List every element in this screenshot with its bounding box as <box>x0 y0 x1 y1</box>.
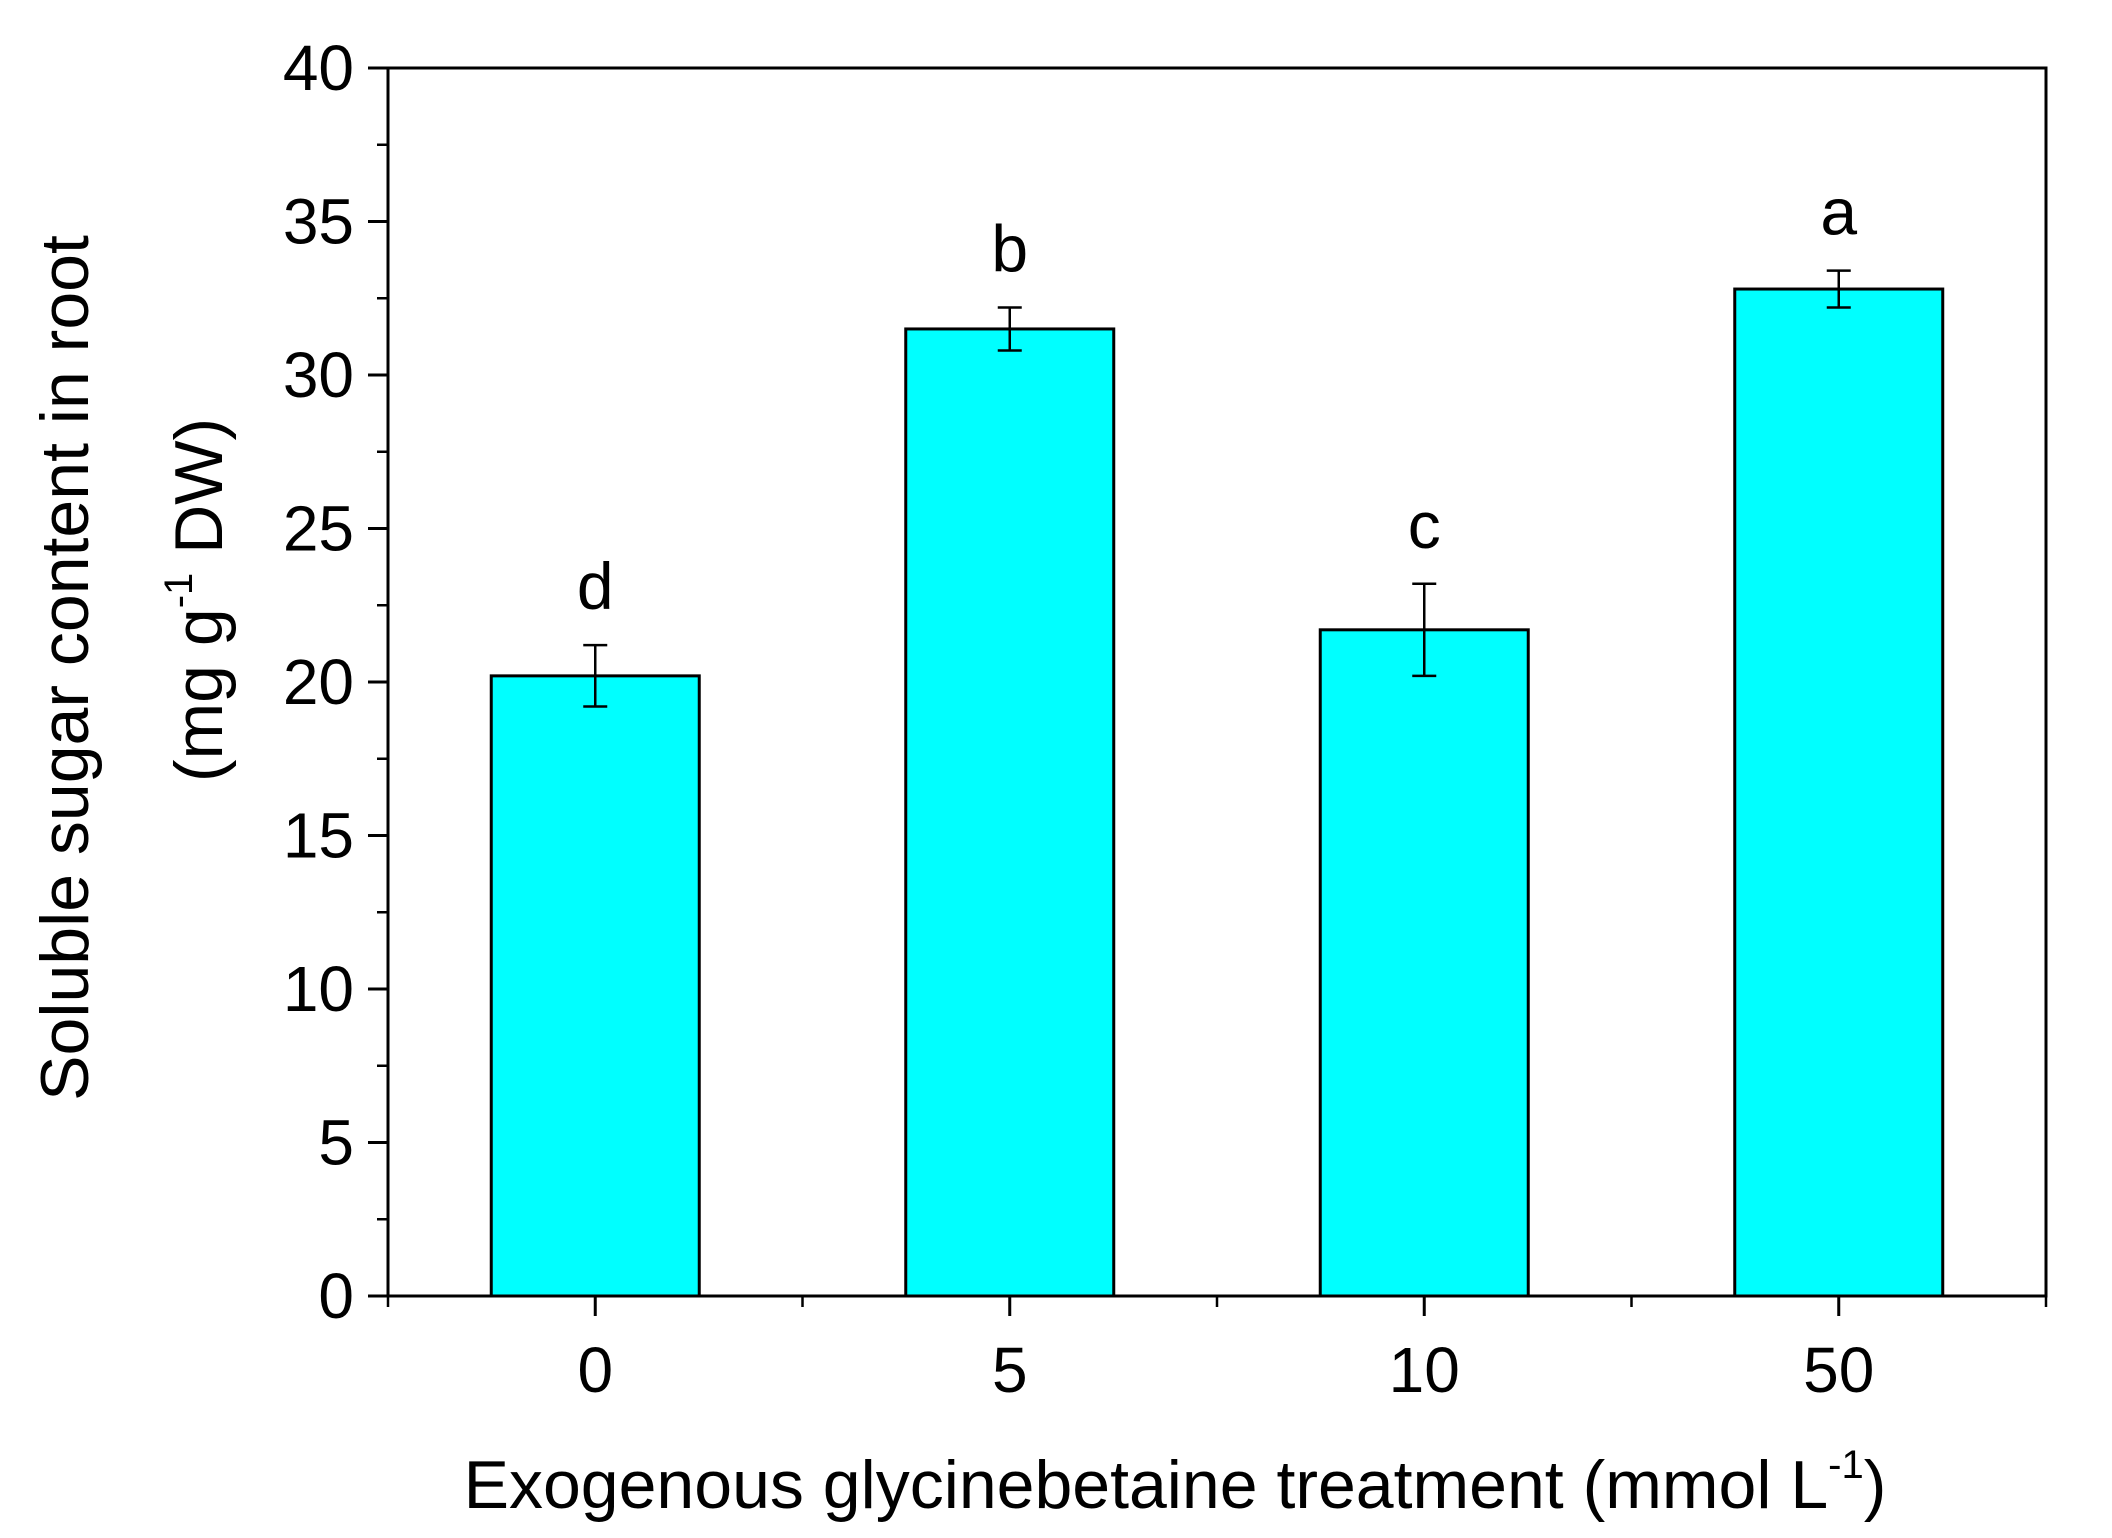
y-tick-label-40: 40 <box>283 32 354 104</box>
x-tick-label-10: 10 <box>1389 1334 1460 1406</box>
x-tick-label-0: 0 <box>577 1334 613 1406</box>
x-tick-label-50: 50 <box>1803 1334 1874 1406</box>
y-axis-title-line1: Soluble sugar content in root <box>27 235 103 1101</box>
y-tick-label-25: 25 <box>283 493 354 565</box>
y-axis-title-line2: (mg g-1 DW) <box>157 418 237 782</box>
bar-5 <box>904 327 1116 1298</box>
significance-letter-50: a <box>1820 175 1857 249</box>
bar-0 <box>489 674 701 1298</box>
y-tick-label-15: 15 <box>283 800 354 872</box>
axes-layer: 0 5 10 50 0 5 10 15 20 25 30 35 40 <box>283 32 2048 1406</box>
error-bar-10 <box>1412 582 1437 678</box>
significance-letter-0: d <box>577 549 614 623</box>
y-tick-label-30: 30 <box>283 339 354 411</box>
error-bar-5 <box>997 306 1022 352</box>
bar-50 <box>1733 287 1945 1298</box>
significance-letters-layer: d b c a <box>577 175 1858 624</box>
error-bars-layer <box>583 269 1851 708</box>
y-tick-label-20: 20 <box>283 646 354 718</box>
error-bar-0 <box>583 643 608 708</box>
x-axis-title: Exogenous glycinebetaine treatment (mmol… <box>464 1443 1887 1523</box>
y-tick-label-0: 0 <box>318 1260 354 1332</box>
bars-layer <box>489 287 1945 1298</box>
y-tick-label-10: 10 <box>283 953 354 1025</box>
error-bar-50 <box>1826 269 1851 309</box>
y-tick-label-35: 35 <box>283 186 354 258</box>
significance-letter-5: b <box>991 211 1028 285</box>
y-tick-label-5: 5 <box>318 1107 354 1179</box>
bar-10 <box>1318 628 1530 1298</box>
x-tick-label-5: 5 <box>992 1334 1028 1406</box>
significance-letter-10: c <box>1408 488 1441 562</box>
